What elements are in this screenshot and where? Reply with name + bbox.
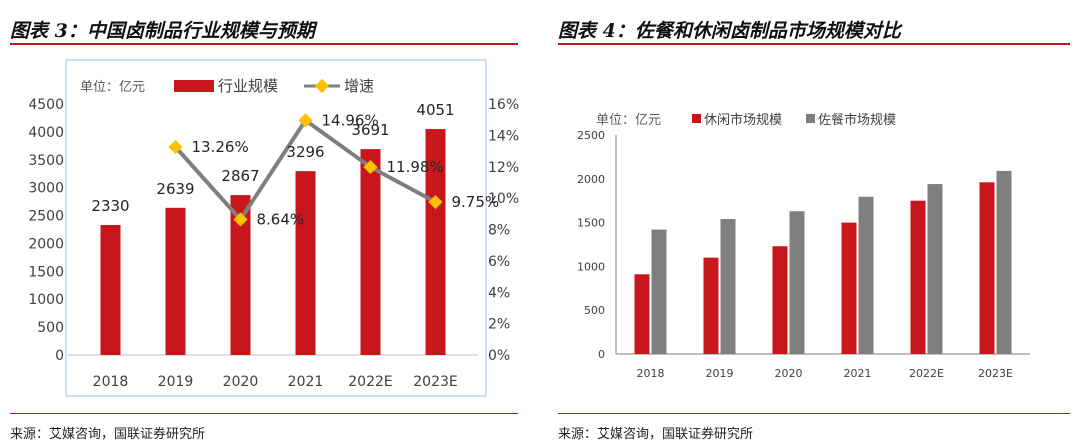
left-title-rule — [10, 43, 518, 45]
y2-tick-label: 2% — [488, 317, 510, 333]
right-source-rule — [558, 413, 1070, 414]
legend-swatch — [806, 114, 815, 123]
y-tick-label: 1000 — [577, 260, 605, 273]
dining-bar — [789, 211, 805, 354]
x-tick-label: 2019 — [706, 367, 734, 380]
y-tick-label: 3000 — [28, 181, 64, 197]
y2-tick-label: 16% — [488, 97, 519, 113]
legend-bar-label: 行业规模 — [218, 77, 278, 95]
x-tick-label: 2022E — [348, 374, 392, 390]
dining-bar — [927, 184, 943, 354]
left-source-note: 来源：艾媒咨询，国联证券研究所 — [10, 427, 206, 442]
left-chart-panel: 图表 3：中国卤制品行业规模与预期 单位：亿元 行业规模 增速 0 500 1000 150… — [0, 0, 528, 448]
right-source-note: 来源：艾媒咨询，国联证券研究所 — [558, 427, 754, 442]
leisure-bar — [979, 182, 995, 354]
y-tick-label: 1500 — [28, 264, 64, 280]
industry-scale-chart: 单位：亿元 行业规模 增速 0 500 1000 1500 2000 2500 3000 3500 4… — [28, 59, 519, 397]
y2-tick-label: 0% — [488, 348, 510, 364]
x-tick-label: 2023E — [413, 374, 457, 390]
scale-bar — [230, 195, 251, 355]
y-tick-label: 3500 — [28, 153, 64, 169]
growth-value-label: 9.75% — [452, 193, 500, 211]
bar-value-label: 4051 — [416, 101, 454, 119]
y-tick-label: 4500 — [28, 97, 64, 113]
x-tick-label: 2022E — [909, 367, 944, 380]
x-tick-label: 2021 — [288, 374, 324, 390]
plot-area-frame — [65, 59, 487, 397]
x-tick-label: 2023E — [978, 367, 1013, 380]
leisure-bar — [634, 274, 650, 354]
leisure-bar — [703, 257, 719, 354]
y-tick-label: 0 — [55, 348, 64, 364]
legend-label: 佐餐市场规模 — [818, 112, 896, 128]
scale-bar — [295, 171, 316, 355]
x-tick-label: 2018 — [637, 367, 665, 380]
legend-line-marker — [314, 78, 330, 94]
right-chart-panel: 图表 4：佐餐和休闲卤制品市场规模对比 单位：亿元 休闲市场规模 佐餐市场规模 0 50… — [548, 0, 1080, 448]
y2-tick-label: 12% — [488, 160, 519, 176]
bar-value-label: 3691 — [351, 121, 389, 139]
legend-line-label: 增速 — [344, 77, 374, 95]
right-title-rule — [558, 43, 1070, 45]
y-tick-label: 2500 — [577, 129, 605, 142]
growth-marker — [168, 139, 183, 155]
growth-marker — [363, 159, 378, 175]
growth-value-label: 8.64% — [257, 210, 305, 228]
x-tick-label: 2018 — [93, 374, 129, 390]
scale-bar — [165, 207, 186, 355]
y-tick-label: 0 — [598, 348, 605, 361]
y2-tick-label: 6% — [488, 254, 510, 270]
legend-label: 休闲市场规模 — [704, 112, 782, 128]
growth-value-label: 14.96% — [322, 111, 379, 129]
left-chart-title: 图表 3：中国卤制品行业规模与预期 — [10, 20, 315, 42]
bar-value-label: 3296 — [286, 143, 324, 161]
scale-bar — [425, 129, 446, 355]
x-tick-label: 2020 — [223, 374, 259, 390]
bar-value-label: 2330 — [91, 197, 129, 215]
y2-tick-label: 10% — [488, 191, 519, 207]
dining-bar — [651, 229, 667, 354]
y-tick-label: 4000 — [28, 125, 64, 141]
growth-marker — [298, 113, 313, 128]
y-tick-label: 1000 — [28, 292, 64, 308]
bar-value-label: 2639 — [156, 180, 194, 198]
legend-bar-swatch — [174, 80, 214, 92]
y2-tick-label: 4% — [488, 285, 510, 301]
market-compare-chart: 单位：亿元 休闲市场规模 佐餐市场规模 0 500 1000 1500 2000 2500 201… — [577, 112, 1030, 380]
scale-bar — [360, 149, 381, 355]
growth-marker — [428, 194, 443, 210]
y-tick-label: 1500 — [577, 217, 605, 230]
dining-bar — [858, 196, 874, 354]
bar-value-label: 2867 — [221, 167, 259, 185]
unit-label: 单位：亿元 — [80, 80, 145, 95]
unit-label: 单位：亿元 — [596, 113, 661, 128]
growth-value-label: 11.98% — [387, 158, 444, 176]
y2-tick-label: 14% — [488, 128, 519, 144]
y-tick-label: 500 — [37, 320, 64, 336]
dining-bar — [720, 219, 736, 354]
left-source-rule — [10, 413, 518, 414]
y-tick-label: 2000 — [28, 236, 64, 252]
leisure-bar — [910, 200, 926, 354]
legend-swatch — [692, 114, 701, 123]
x-tick-label: 2020 — [775, 367, 803, 380]
y-tick-label: 2500 — [28, 209, 64, 225]
x-tick-label: 2021 — [844, 367, 872, 380]
y-tick-label: 500 — [584, 304, 605, 317]
x-tick-label: 2019 — [158, 374, 194, 390]
right-chart-title: 图表 4：佐餐和休闲卤制品市场规模对比 — [558, 20, 901, 42]
y2-tick-label: 8% — [488, 223, 510, 239]
dining-bar — [996, 170, 1012, 354]
y-tick-label: 2000 — [577, 173, 605, 186]
growth-marker — [233, 212, 248, 227]
growth-value-label: 13.26% — [192, 138, 249, 156]
leisure-bar — [772, 246, 788, 354]
scale-bar — [100, 225, 121, 355]
leisure-bar — [841, 222, 857, 354]
